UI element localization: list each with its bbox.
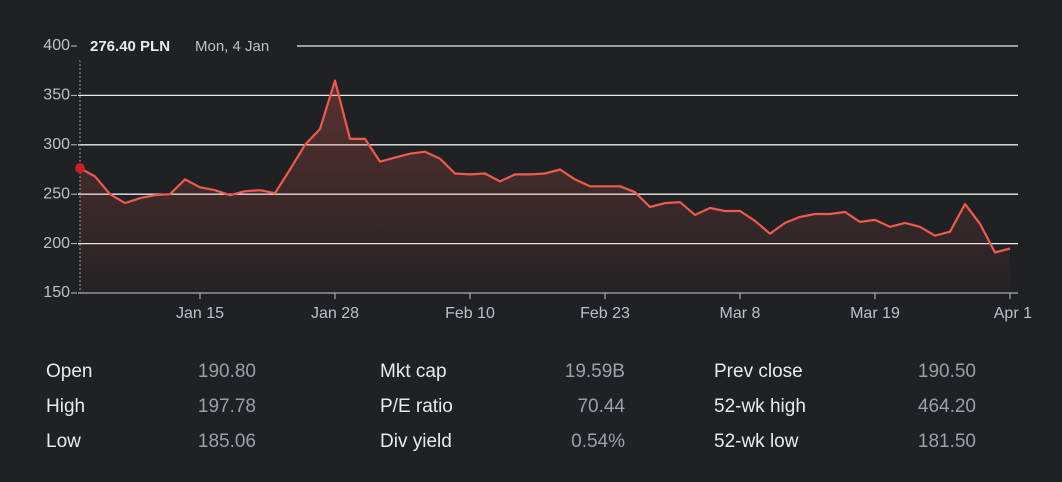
x-tick-label: Feb 10 bbox=[445, 305, 495, 322]
stat-label: 52-wk high bbox=[714, 396, 806, 417]
tooltip bbox=[80, 33, 297, 61]
stat-label: Prev close bbox=[714, 361, 803, 382]
stat-label: Open bbox=[46, 361, 92, 382]
tooltip-price: 276.40 PLN bbox=[90, 38, 170, 55]
stat-label: 52-wk low bbox=[714, 431, 799, 452]
stat-value: 464.20 bbox=[918, 396, 976, 417]
stat-value: 0.54% bbox=[571, 431, 625, 452]
stat-label: Low bbox=[46, 431, 81, 452]
stat-value: 190.50 bbox=[918, 361, 976, 382]
x-tick-label: Apr 1 bbox=[994, 305, 1032, 322]
stat-label: Mkt cap bbox=[380, 361, 447, 382]
x-tick-label: Mar 19 bbox=[850, 305, 900, 322]
price-line bbox=[79, 79, 1011, 254]
x-tick-label: Jan 15 bbox=[176, 305, 224, 322]
x-tick-label: Feb 23 bbox=[580, 305, 630, 322]
stat-value: 181.50 bbox=[918, 431, 976, 452]
y-tick-label: 300 bbox=[43, 136, 70, 153]
stat-label: Div yield bbox=[380, 431, 452, 452]
tooltip-date: Mon, 4 Jan bbox=[195, 38, 269, 55]
price-area bbox=[80, 80, 1010, 293]
x-tick-label: Jan 28 bbox=[311, 305, 359, 322]
stat-value: 185.06 bbox=[198, 431, 256, 452]
y-tick-label: 150 bbox=[43, 284, 70, 301]
stat-value: 19.59B bbox=[565, 361, 625, 382]
stat-label: P/E ratio bbox=[380, 396, 453, 417]
y-tick-label: 250 bbox=[43, 185, 70, 202]
hover-dot bbox=[75, 163, 85, 174]
stat-value: 70.44 bbox=[577, 396, 625, 417]
y-tick-label: 200 bbox=[43, 235, 70, 252]
x-tick-label: Mar 8 bbox=[720, 305, 761, 322]
stat-value: 190.80 bbox=[198, 361, 256, 382]
stat-label: High bbox=[46, 396, 85, 417]
stat-value: 197.78 bbox=[198, 396, 256, 417]
y-tick-label: 400 bbox=[43, 37, 70, 54]
y-tick-label: 350 bbox=[43, 87, 70, 104]
